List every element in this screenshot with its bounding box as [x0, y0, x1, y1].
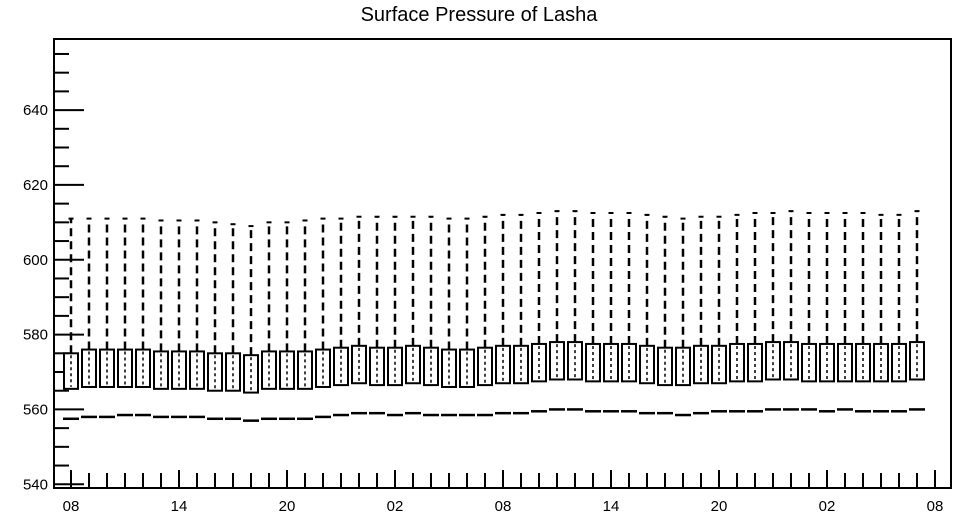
box-body	[873, 342, 889, 383]
box-body	[99, 348, 115, 388]
x-tick-label: 08	[495, 498, 512, 515]
box-body	[675, 346, 691, 387]
y-tick-label: 640	[23, 102, 48, 119]
box-body	[693, 344, 709, 385]
box-body	[459, 348, 475, 388]
box-body	[225, 352, 241, 392]
box-body	[819, 342, 835, 383]
x-tick-label: 14	[603, 498, 620, 515]
box-body	[153, 350, 169, 390]
box-body	[207, 352, 223, 392]
box-body	[297, 350, 313, 390]
box-body	[279, 350, 295, 390]
box-body	[783, 341, 799, 381]
box-body	[891, 342, 907, 383]
box-body	[135, 348, 151, 388]
box-body	[837, 342, 853, 383]
box-body	[81, 348, 97, 388]
y-tick-label: 560	[23, 401, 48, 418]
y-tick-label: 620	[23, 177, 48, 194]
box-body	[423, 346, 439, 387]
x-tick-label: 02	[819, 498, 836, 515]
box-body	[801, 342, 817, 383]
box-body	[405, 344, 421, 385]
box-body	[603, 342, 619, 383]
x-tick-label: 08	[63, 498, 80, 515]
box-body	[909, 341, 925, 381]
y-tick-label: 540	[23, 476, 48, 493]
x-tick-label: 08	[927, 498, 944, 515]
box-body	[63, 352, 79, 390]
chart-title: Surface Pressure of Lasha	[360, 4, 598, 26]
x-tick-label: 14	[171, 498, 188, 515]
box-body	[567, 341, 583, 381]
box-body	[513, 344, 529, 385]
box-body	[549, 341, 565, 381]
box-body	[531, 342, 547, 383]
box-body	[477, 346, 493, 387]
box-body	[261, 350, 277, 390]
box-body	[351, 344, 367, 385]
x-tick-label: 02	[387, 498, 404, 515]
box-body	[657, 346, 673, 387]
box-body	[729, 342, 745, 383]
box-body	[369, 346, 385, 387]
box-body	[441, 348, 457, 388]
box-body	[189, 350, 205, 390]
box-body	[243, 354, 259, 394]
box-body	[747, 342, 763, 383]
box-body	[621, 342, 637, 383]
box-body	[387, 346, 403, 387]
box-body	[639, 344, 655, 385]
box-body	[117, 348, 133, 388]
x-tick-label: 20	[711, 498, 728, 515]
box-body	[495, 344, 511, 385]
box-body	[711, 344, 727, 385]
box-body	[315, 348, 331, 388]
box-body	[333, 346, 349, 387]
box-body	[171, 350, 187, 390]
y-tick-label: 580	[23, 327, 48, 344]
x-tick-label: 20	[279, 498, 296, 515]
box-body	[855, 342, 871, 383]
box-body	[585, 342, 601, 383]
box-body	[765, 341, 781, 381]
y-tick-label: 600	[23, 252, 48, 269]
